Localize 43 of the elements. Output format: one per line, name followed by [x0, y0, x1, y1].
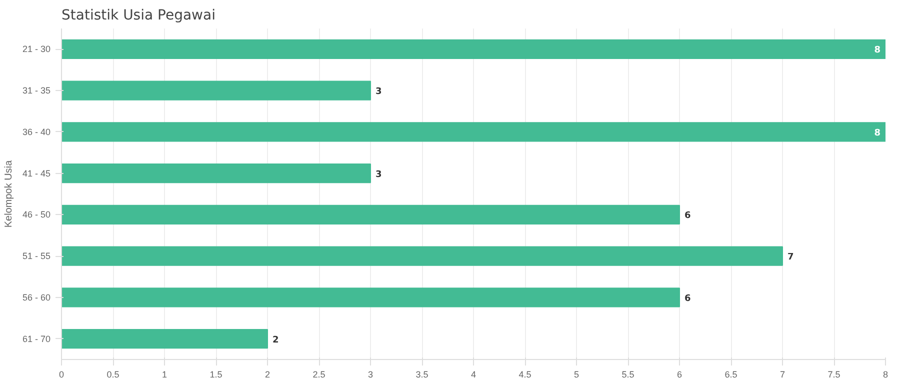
bar: [62, 122, 886, 142]
bar: [62, 246, 783, 266]
y-tick-label: 46 - 50: [22, 210, 51, 220]
data-label: 3: [376, 170, 382, 180]
x-tick-label: 2.5: [312, 370, 326, 380]
y-tick-label: 56 - 60: [22, 292, 51, 302]
x-tick-label: 5.5: [622, 370, 634, 380]
x-tick-label: 8: [882, 370, 888, 380]
x-tick-label: 1.5: [210, 370, 222, 380]
x-tick-label: 6: [676, 370, 682, 380]
data-label: 8: [874, 46, 881, 56]
y-axis-title: Kelompok Usia: [3, 160, 14, 228]
bar: [62, 288, 680, 308]
y-tick-label: 21 - 30: [22, 44, 51, 54]
data-label: 3: [376, 87, 382, 98]
bar: [62, 80, 371, 100]
x-tick-label: 0: [58, 370, 64, 380]
x-tick-label: 0.5: [106, 370, 120, 380]
y-tick-label: 41 - 45: [22, 168, 51, 178]
chart-title: Statistik Usia Pegawai: [62, 8, 216, 24]
data-label: 6: [684, 294, 691, 304]
x-tick-label: 7.5: [828, 370, 840, 380]
bar: [62, 204, 680, 224]
x-tick-label: 7: [780, 370, 786, 380]
x-tick-label: 5: [574, 370, 580, 380]
y-tick-label: 36 - 40: [22, 126, 51, 137]
x-tick-label: 3: [368, 370, 374, 380]
bar: [62, 39, 886, 59]
data-label: 6: [684, 211, 691, 222]
y-tick-label: 61 - 70: [22, 334, 51, 344]
x-tick-label: 2: [264, 370, 270, 380]
data-label: 7: [788, 252, 794, 263]
y-tick-label: 31 - 35: [22, 86, 51, 96]
bar: [62, 164, 371, 184]
x-tick-label: 4.5: [518, 370, 532, 380]
x-tick-label: 4: [470, 370, 476, 380]
x-tick-label: 3.5: [416, 370, 428, 380]
data-label: 8: [874, 128, 881, 138]
x-tick-label: 6.5: [724, 370, 738, 380]
data-label: 2: [272, 335, 279, 346]
x-tick-label: 1: [162, 370, 168, 380]
bar: [62, 329, 268, 349]
y-tick-label: 51 - 55: [22, 251, 51, 262]
